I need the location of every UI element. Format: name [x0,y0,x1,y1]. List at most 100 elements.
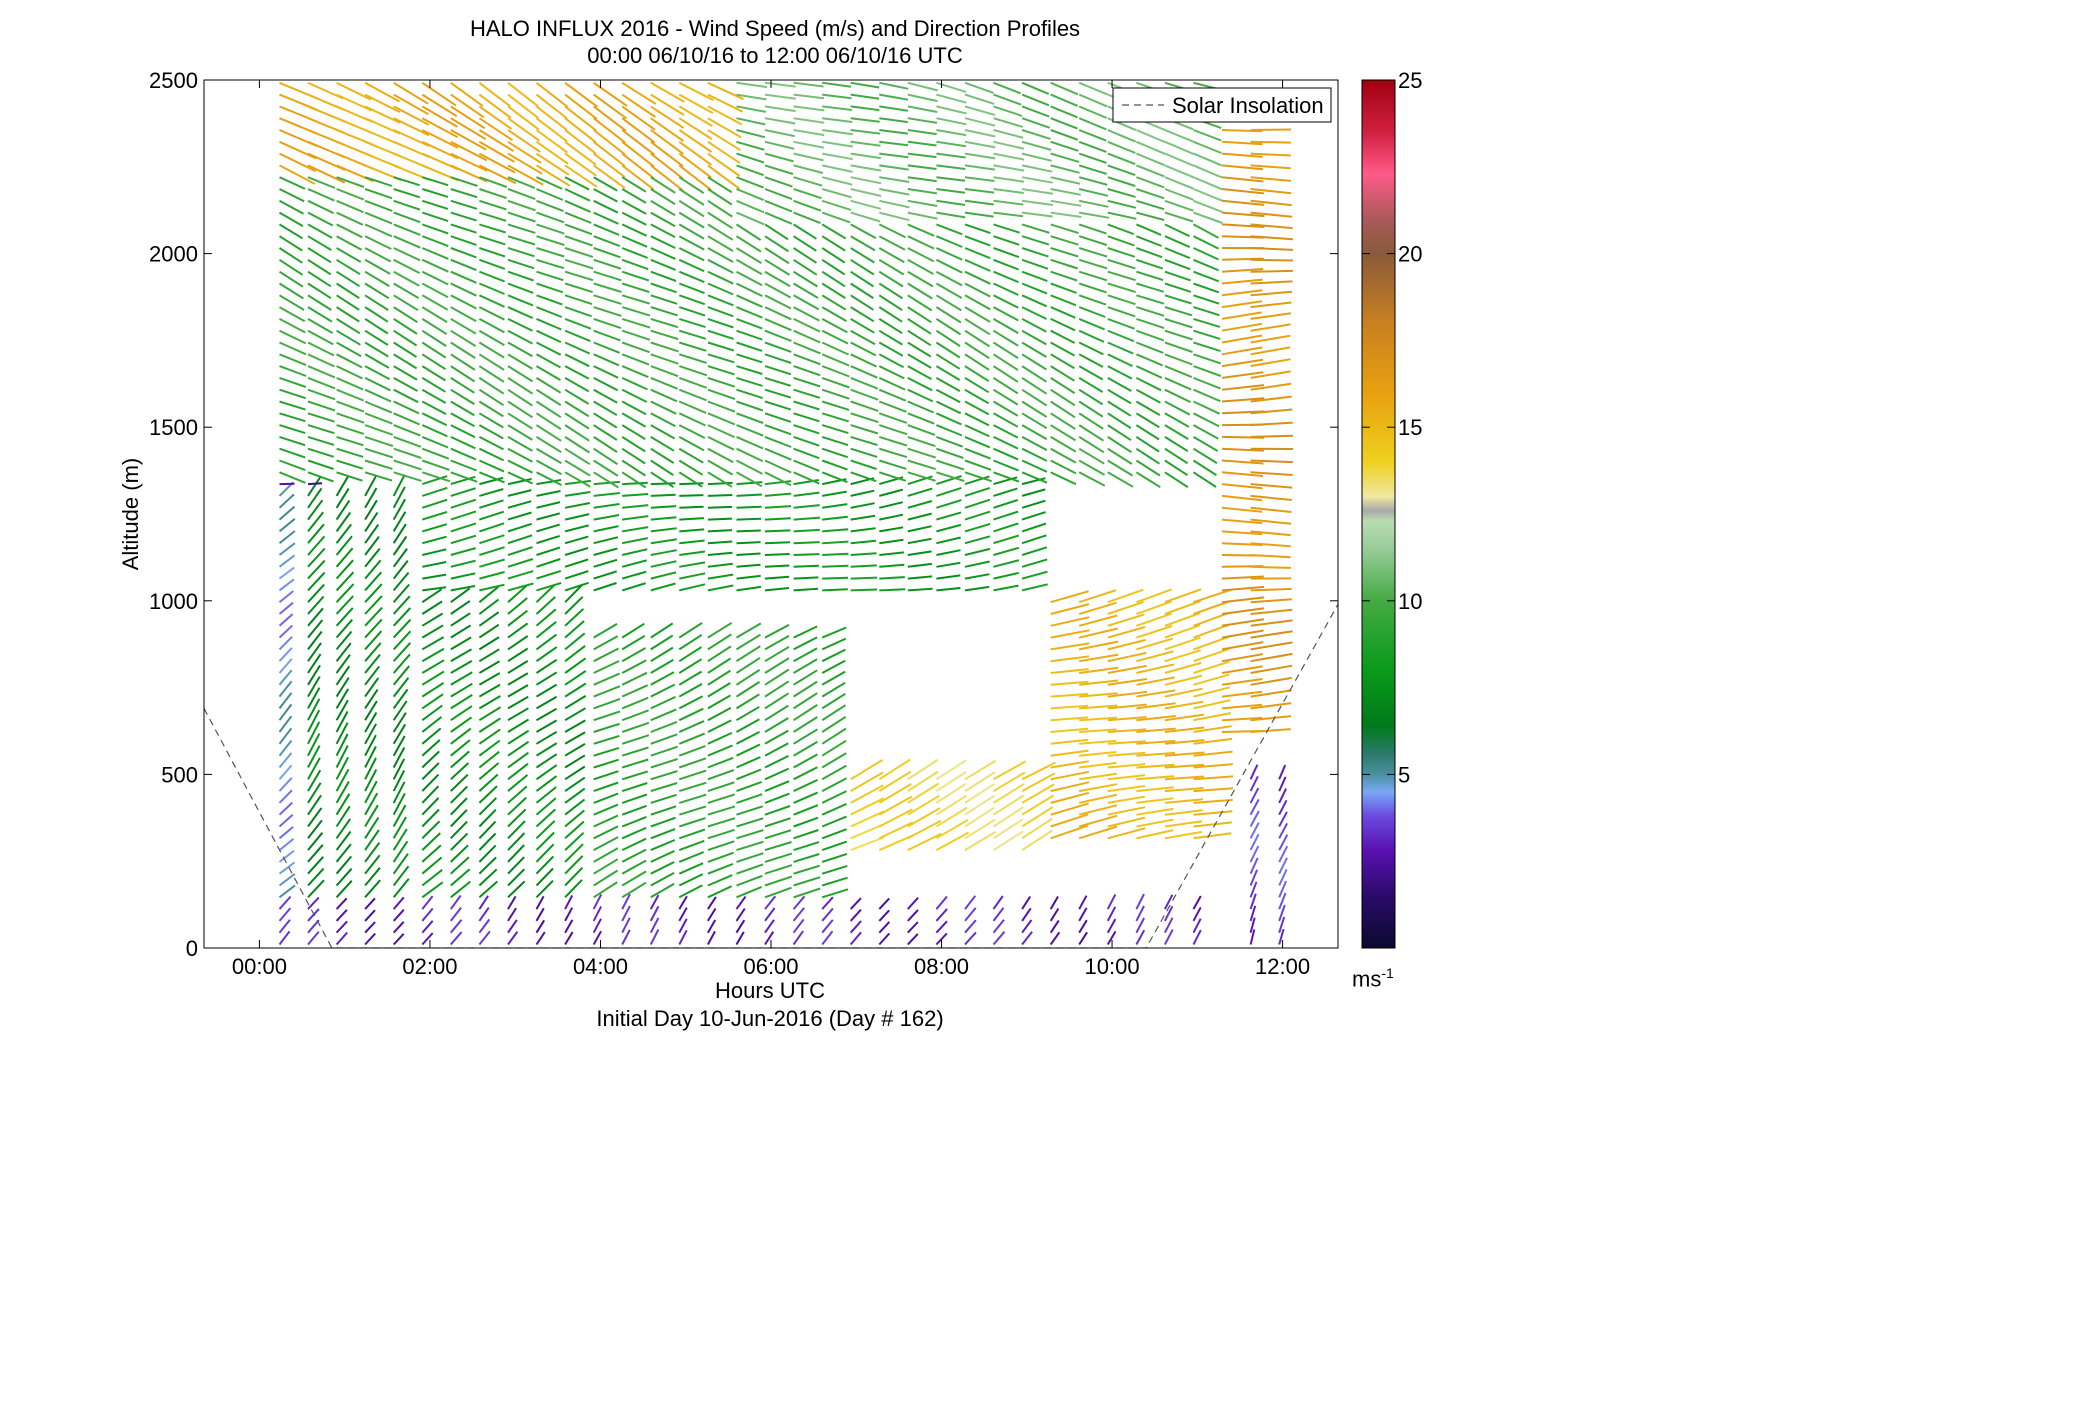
wind-barb [593,847,619,863]
wind-barb [736,743,761,757]
wind-barb [678,839,705,852]
wind-barb [850,117,880,123]
wind-barb [993,760,1027,781]
wind-barb [1193,235,1220,250]
wind-barb [364,630,383,651]
wind-barb [507,105,540,131]
wind-barb [593,858,619,875]
wind-barb [1078,365,1104,381]
wind-barb [678,471,703,488]
wind-barb [1050,791,1090,804]
wind-barb [421,600,443,615]
wind-barb [593,270,622,282]
wind-barb [878,783,912,804]
wind-barb [1221,397,1265,403]
wind-barb [593,869,619,887]
wind-barb [478,683,501,698]
wind-barb [421,447,450,460]
wind-barb [392,781,406,804]
wind-barb [678,117,713,140]
wind-barb [707,862,734,875]
wind-barb [1106,894,1117,910]
wind-barb [707,105,743,126]
wind-barb [764,492,792,497]
wind-barb [450,660,473,674]
wind-barb [507,729,530,745]
wind-barb [392,665,410,686]
wind-barb [536,490,561,497]
wind-barb [1193,341,1221,353]
wind-barb [421,716,443,733]
wind-barb [307,782,322,804]
wind-barb [964,270,991,285]
wind-barb [450,365,476,383]
wind-barb [535,907,545,922]
wind-barb [621,770,649,781]
wind-barb [850,199,881,210]
wind-barb [421,869,443,887]
wind-barb [336,306,360,323]
wind-barb [1193,725,1232,733]
wind-barb [935,895,948,910]
wind-barb [278,764,293,780]
wind-barb [764,919,775,934]
wind-barb [507,447,533,463]
wind-barb [478,907,490,922]
wind-barb [1050,223,1079,235]
wind-barb [793,353,821,366]
wind-barb [707,341,735,352]
wind-barb [707,152,741,177]
wind-barb [1249,905,1257,922]
wind-barb [278,530,296,544]
wind-barb [364,723,377,745]
wind-barb [879,576,905,580]
wind-barb [850,329,876,346]
wind-barb [736,459,763,475]
wind-barb [564,731,586,745]
wind-barb [764,805,791,816]
wind-barb [1250,494,1292,501]
wind-barb [307,819,323,839]
wind-barb [535,919,546,934]
wind-barb [907,93,938,103]
wind-barb [1107,459,1134,477]
wind-barb [850,376,879,390]
wind-barb [1050,199,1082,207]
wind-barb [907,562,933,568]
wind-barb [879,105,909,112]
wind-barb [879,538,904,545]
wind-barb [335,511,352,532]
wind-barb [307,475,322,497]
wind-barb [507,471,534,485]
wind-barb [650,164,684,192]
wind-barb [621,870,647,887]
wind-barb [1136,818,1174,828]
wind-barb [278,930,291,946]
wind-barb [793,504,820,509]
wind-barb [793,129,825,137]
x-axis-ticks: 00:00 02:00 04:00 06:00 08:00 10:00 12:00 [232,80,1310,979]
wind-barb [1250,235,1293,241]
wind-barb [422,523,448,533]
wind-barb [935,329,961,347]
wind-barb [821,376,850,389]
wind-barb [736,574,761,580]
wind-barb [564,743,586,757]
wind-barb [621,905,631,922]
wind-barb [393,459,422,471]
wind-barb [593,746,620,757]
wind-barb [964,329,991,348]
wind-barb [793,740,818,757]
wind-barb [564,365,590,380]
colorbar [1361,79,1396,949]
wind-barb [1250,346,1291,356]
wind-barb [450,223,477,234]
wind-barb [650,447,675,464]
wind-barb [1050,738,1089,745]
wind-barb [850,564,877,568]
wind-barb [707,129,741,152]
wind-barb [879,164,909,171]
wind-barb [307,619,324,639]
wind-barb [992,365,1019,383]
wind-barb [393,117,430,137]
